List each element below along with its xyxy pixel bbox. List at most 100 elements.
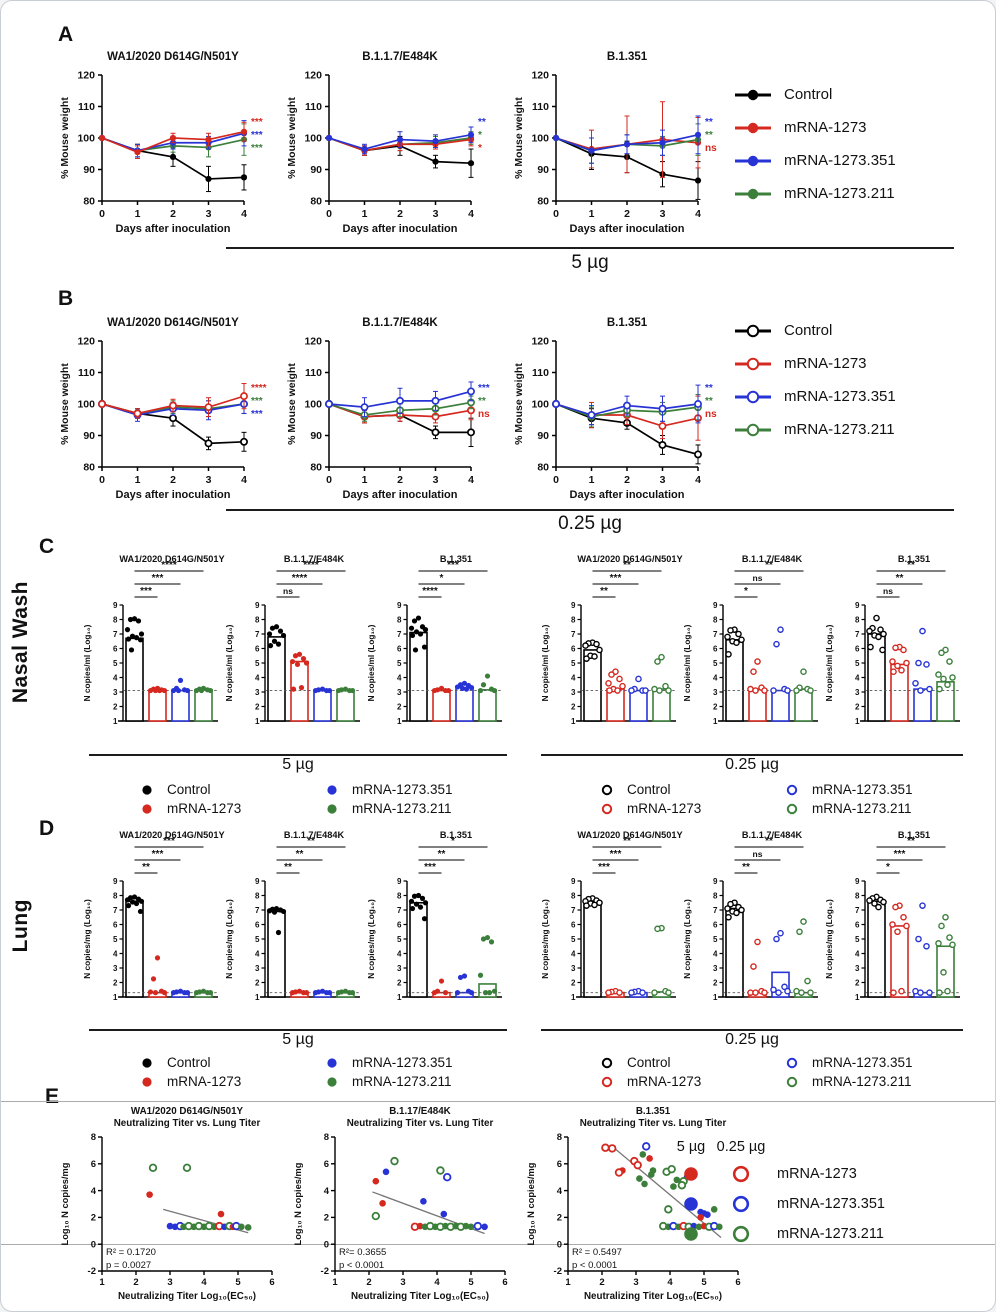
svg-text:4: 4 — [468, 208, 474, 220]
svg-text:8: 8 — [324, 1132, 329, 1143]
legend-label: mRNA-1273.351 — [784, 152, 896, 169]
svg-text:B.1.351: B.1.351 — [898, 830, 930, 840]
legend-label: mRNA-1273 — [784, 119, 867, 136]
svg-text:4: 4 — [557, 1186, 563, 1197]
mrna-1273-351-marker — [734, 390, 772, 404]
svg-text:Log₁₀ N copies/mg: Log₁₀ N copies/mg — [293, 1162, 303, 1245]
svg-text:1: 1 — [99, 1277, 105, 1288]
svg-text:**: ** — [765, 836, 773, 847]
svg-text:7: 7 — [855, 630, 860, 639]
svg-text:9: 9 — [855, 877, 860, 886]
svg-text:2: 2 — [397, 208, 403, 220]
svg-text:6: 6 — [113, 921, 118, 930]
svg-text:80: 80 — [310, 196, 322, 208]
svg-text:***: *** — [251, 130, 263, 141]
svg-text:N copies/ml (Log₁₀): N copies/ml (Log₁₀) — [540, 624, 550, 701]
mrna-1273-open-marker — [732, 1165, 750, 1183]
svg-text:% Mouse weight: % Mouse weight — [286, 97, 298, 179]
lung-dose-5ug: 5 µg — [282, 1031, 314, 1048]
legend-label: mRNA-1273.211 — [777, 1226, 884, 1242]
svg-text:3: 3 — [113, 688, 118, 697]
svg-text:6: 6 — [502, 1277, 507, 1288]
svg-text:WA1/2020 D614G/N501Y: WA1/2020 D614G/N501Y — [107, 317, 239, 329]
svg-text:5: 5 — [713, 659, 718, 668]
svg-text:0: 0 — [99, 474, 105, 486]
svg-text:90: 90 — [310, 430, 322, 442]
svg-text:5: 5 — [571, 659, 576, 668]
svg-text:1: 1 — [397, 993, 402, 1002]
svg-text:% Mouse weight: % Mouse weight — [286, 363, 298, 445]
svg-text:**: ** — [438, 849, 446, 860]
svg-text:N copies/ml (Log₁₀): N copies/ml (Log₁₀) — [682, 624, 692, 701]
svg-text:B.1.1.7/E484K: B.1.1.7/E484K — [284, 554, 345, 564]
legend-item: Control — [734, 322, 896, 339]
svg-text:8: 8 — [713, 616, 718, 625]
legend-item: mRNA-1273.351 — [734, 388, 896, 405]
svg-text:3: 3 — [255, 964, 260, 973]
svg-text:**: ** — [705, 396, 713, 407]
svg-text:ns: ns — [753, 849, 763, 859]
legend-item: mRNA-1273.211 — [669, 1219, 885, 1249]
svg-text:***: *** — [152, 573, 164, 584]
svg-text:8: 8 — [855, 616, 860, 625]
mrna-1273-351-filled-marker — [682, 1195, 700, 1213]
mrna-1273-351-marker — [326, 1057, 338, 1069]
svg-text:120: 120 — [304, 70, 322, 82]
control-marker — [734, 88, 772, 102]
svg-text:3: 3 — [397, 688, 402, 697]
svg-text:9: 9 — [113, 601, 118, 610]
svg-text:p = 0.0027: p = 0.0027 — [106, 1260, 151, 1271]
svg-text:p < 0.0001: p < 0.0001 — [572, 1260, 617, 1271]
nasal-dose-025ug: 0.25 µg — [725, 756, 779, 773]
legend-item: mRNA-1273.351 — [734, 152, 896, 169]
svg-text:N copies/mg (Log₁₀): N copies/mg (Log₁₀) — [540, 899, 550, 979]
svg-text:**: ** — [478, 117, 486, 128]
svg-text:% Mouse weight: % Mouse weight — [59, 363, 71, 445]
legend-label: Control — [784, 322, 833, 339]
divider-nasal-025ug — [541, 754, 963, 756]
mrna-1273-351-open-marker — [732, 1195, 750, 1213]
svg-text:2: 2 — [170, 474, 176, 486]
svg-text:B.1.351: B.1.351 — [607, 51, 648, 63]
svg-text:110: 110 — [78, 101, 95, 113]
svg-text:4: 4 — [241, 208, 247, 220]
svg-text:4: 4 — [713, 674, 718, 683]
svg-text:**: ** — [600, 586, 608, 597]
chart-weight-5ug-wa1: WA1/2020 D614G/N501Y 80 90 100 110 120 0 1 2 3 4 Da… — [59, 51, 263, 235]
svg-text:0: 0 — [91, 1239, 96, 1250]
svg-text:100: 100 — [531, 133, 549, 145]
svg-text:***: *** — [251, 143, 263, 154]
svg-text:5: 5 — [397, 659, 402, 668]
svg-text:7: 7 — [571, 906, 576, 915]
svg-text:4: 4 — [695, 474, 701, 486]
legend-label: mRNA-1273.211 — [784, 185, 895, 202]
legend-label: mRNA-1273 — [627, 1074, 702, 1089]
legend-item: Control — [141, 1053, 326, 1072]
svg-text:***: *** — [140, 586, 152, 597]
panel-d-label: D — [39, 817, 55, 840]
dose-col-025ug: 0.25 µg — [716, 1139, 766, 1155]
svg-text:3: 3 — [206, 208, 212, 220]
panel-e-label: E — [45, 1085, 60, 1108]
svg-text:80: 80 — [537, 462, 549, 474]
svg-text:6: 6 — [91, 1159, 96, 1170]
svg-text:**: ** — [907, 560, 915, 571]
lung-row-label: Lung — [9, 899, 32, 953]
panel-c-label: C — [39, 535, 55, 558]
svg-text:4: 4 — [91, 1186, 97, 1197]
svg-text:**: ** — [623, 560, 631, 571]
svg-text:9: 9 — [571, 601, 576, 610]
svg-text:120: 120 — [77, 336, 95, 348]
svg-text:4: 4 — [324, 1186, 330, 1197]
svg-text:100: 100 — [77, 399, 95, 411]
svg-text:***: *** — [447, 560, 459, 571]
svg-text:****: **** — [161, 560, 177, 571]
legend-label: mRNA-1273 — [167, 801, 242, 816]
svg-text:B.1.1.7/E484K: B.1.1.7/E484K — [742, 830, 803, 840]
mrna-1273-351-marker — [786, 784, 798, 796]
